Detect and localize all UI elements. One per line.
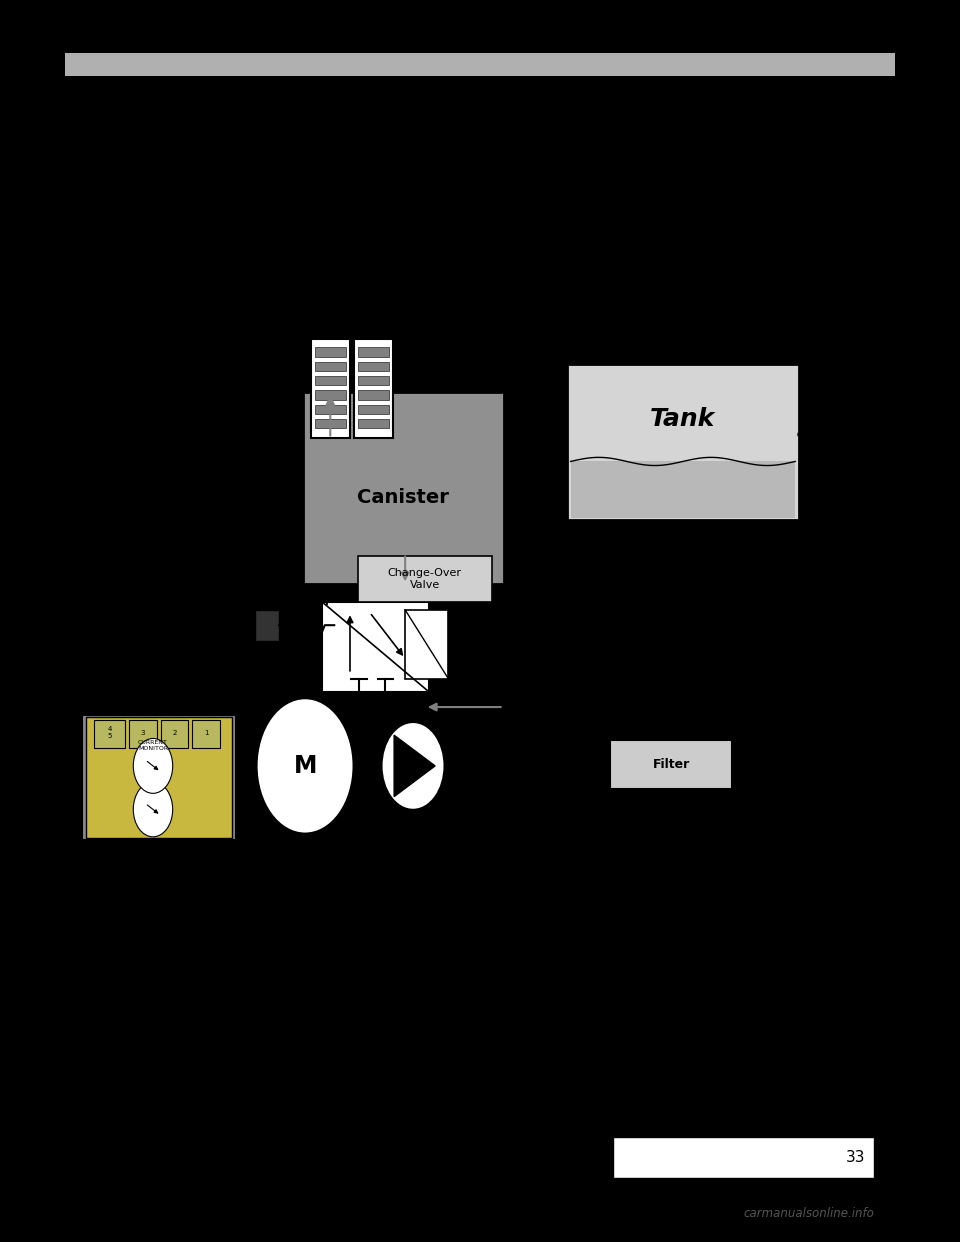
Text: engine control module. The ECM monitors the pump motor operating current as the : engine control module. The ECM monitors … — [86, 168, 660, 180]
Text: CURRENT
MONITOR: CURRENT MONITOR — [138, 740, 168, 751]
Text: 33: 33 — [846, 1150, 866, 1165]
Text: FUNCTION: FUNCTION — [86, 91, 182, 108]
Text: Canister: Canister — [357, 488, 449, 508]
Text: not energized.  When purge valve operation occurs filtered air enters the fuel s: not energized. When purge valve operatio… — [86, 909, 669, 922]
Text: stroke of the current vacuum operated LDP).: stroke of the current vacuum operated LD… — [86, 303, 372, 317]
Text: pensating for engine vacuum drawing on the hydrocarbon vapors stored in the char: pensating for engine vacuum drawing on t… — [86, 934, 651, 946]
Bar — [130, 720, 156, 748]
Bar — [315, 390, 346, 400]
Text: 0.5mm (.020”). The pump contains an integral DC motor which is activated directl: 0.5mm (.020”). The pump contains an inte… — [86, 143, 666, 155]
Bar — [612, 1136, 874, 1179]
Text: 3: 3 — [141, 729, 145, 735]
Text: Pump: Pump — [396, 818, 431, 831]
Bar — [255, 428, 669, 807]
Bar — [358, 419, 390, 428]
Bar — [358, 348, 390, 356]
Text: DC MOTOR LDP INACTIVE --  NORMAL PURGE VALVE OPERATION: DC MOTOR LDP INACTIVE -- NORMAL PURGE VA… — [86, 850, 583, 863]
Bar — [82, 714, 236, 840]
Text: canister.: canister. — [86, 959, 140, 971]
Bar — [570, 462, 795, 518]
Text: Fresh Air: Fresh Air — [772, 802, 827, 815]
Bar — [86, 718, 231, 837]
Bar — [315, 419, 346, 428]
Bar — [311, 339, 350, 438]
Text: Throttle
Plate: Throttle Plate — [113, 334, 170, 361]
Text: 1: 1 — [204, 729, 208, 735]
Polygon shape — [395, 735, 435, 796]
Text: In it’s inactive state the pump motor and the change over valve of the DC Motor : In it’s inactive state the pump motor an… — [86, 884, 655, 897]
Bar — [192, 720, 220, 748]
Bar — [358, 405, 390, 414]
Text: Engine: Engine — [106, 546, 164, 561]
Bar — [323, 602, 429, 692]
Text: surement for detecting leaks.: surement for detecting leaks. — [86, 193, 276, 205]
Bar — [358, 361, 390, 371]
Text: +: + — [320, 591, 333, 609]
Bar — [315, 361, 346, 371]
Bar — [302, 392, 504, 584]
Text: +: + — [528, 591, 542, 609]
Bar — [161, 720, 188, 748]
Text: Purge
Valve: Purge Valve — [401, 330, 441, 359]
Text: The  DC  Motor  LDP  ensures  accurate  fuel  system  leak  detection  for  leak: The DC Motor LDP ensures accurate fuel s… — [86, 118, 682, 130]
Bar — [358, 556, 492, 602]
Text: 0.5mm
Reference
Orifice: 0.5mm Reference Orifice — [106, 609, 158, 642]
Bar — [610, 740, 732, 789]
Circle shape — [381, 722, 444, 810]
Text: Change-Over
Valve: Change-Over Valve — [388, 569, 462, 590]
Text: Tank: Tank — [650, 407, 715, 431]
Circle shape — [256, 698, 354, 833]
Bar — [315, 348, 346, 356]
Text: ation allowing the fuel system to “breath” through the inlet filter (similar to : ation allowing the fuel system to “breat… — [86, 278, 658, 292]
Text: M: M — [294, 754, 317, 777]
Bar — [358, 376, 390, 385]
Text: 4
5: 4 5 — [108, 727, 112, 739]
Bar — [358, 390, 390, 400]
Bar — [354, 339, 394, 438]
Text: carmanualsonline.info: carmanualsonline.info — [743, 1207, 874, 1220]
Text: ing a Leak Diagnosis test.  The change over valve is open during all other perio: ing a Leak Diagnosis test. The change ov… — [86, 253, 662, 267]
Circle shape — [133, 739, 173, 794]
Bar — [65, 53, 895, 76]
Circle shape — [133, 782, 173, 837]
Text: Electric
Motor LDP: Electric Motor LDP — [658, 604, 721, 631]
Bar — [566, 364, 799, 520]
Text: 2: 2 — [173, 729, 177, 735]
Bar — [315, 376, 346, 385]
Text: The pump also contains an ECM controlled change over valve that is energized clo: The pump also contains an ECM controlled… — [86, 229, 667, 242]
Text: Filter: Filter — [653, 758, 689, 771]
Bar — [405, 610, 448, 679]
Bar — [94, 720, 126, 748]
Bar — [315, 405, 346, 414]
Bar — [255, 610, 279, 641]
